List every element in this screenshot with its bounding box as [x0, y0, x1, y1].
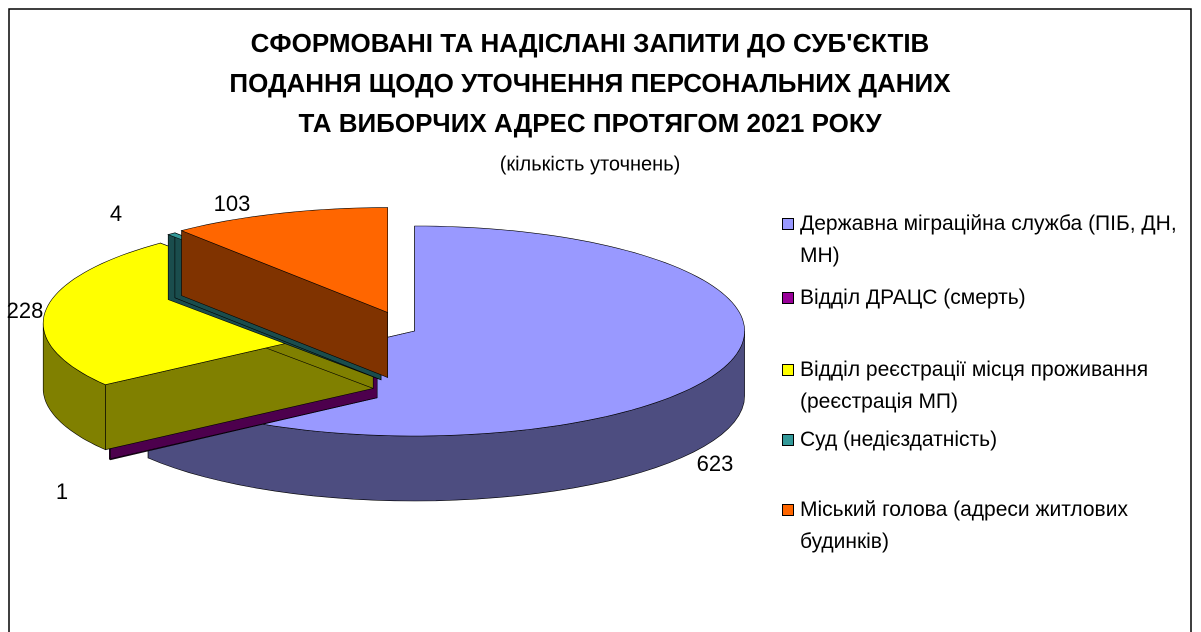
legend-swatch	[782, 504, 794, 516]
legend-entry: Відділ реєстрації місця проживання (реєс…	[782, 354, 1192, 418]
slice	[180, 207, 388, 378]
data-label: 4	[110, 201, 122, 226]
chart-title: ТА ВИБОРЧИХ АДРЕС ПРОТЯГОМ 2021 РОКУ	[298, 108, 882, 138]
legend-entry: Міський голова (адреси житлових будинків…	[782, 494, 1192, 558]
legend-label: Відділ ДРАЦС (смерть)	[800, 286, 1026, 309]
data-label: 1	[56, 479, 68, 504]
legend-label: Суд (недієздатність)	[800, 428, 998, 451]
legend-swatch	[782, 434, 794, 446]
legend-entry: Державна міграційна служба (ПІБ, ДН, МН)	[782, 208, 1192, 272]
slice-top	[180, 207, 388, 313]
data-label: 623	[697, 451, 734, 476]
legend-label: Державна міграційна служба (ПІБ, ДН, МН)	[800, 212, 1177, 267]
legend-entry: Відділ ДРАЦС (смерть)	[782, 282, 1192, 314]
legend-swatch	[782, 218, 794, 230]
chart-title: ПОДАННЯ ЩОДО УТОЧНЕННЯ ПЕРСОНАЛЬНИХ ДАНИ…	[229, 68, 951, 98]
legend-label: Відділ реєстрації місця проживання (реєс…	[800, 358, 1149, 413]
frame	[8, 8, 1192, 632]
legend-swatch	[782, 364, 794, 376]
data-label: 228	[7, 298, 44, 323]
data-label: 103	[214, 191, 251, 216]
legend-swatch	[782, 292, 794, 304]
chart-subtitle: (кількість уточнень)	[500, 153, 681, 175]
legend-entry: Суд (недієздатність)	[782, 424, 1192, 456]
chart-title: СФОРМОВАНІ ТА НАДІСЛАНІ ЗАПИТИ ДО СУБ'ЄК…	[251, 28, 930, 58]
legend-label: Міський голова (адреси житлових будинків…	[800, 498, 1128, 553]
